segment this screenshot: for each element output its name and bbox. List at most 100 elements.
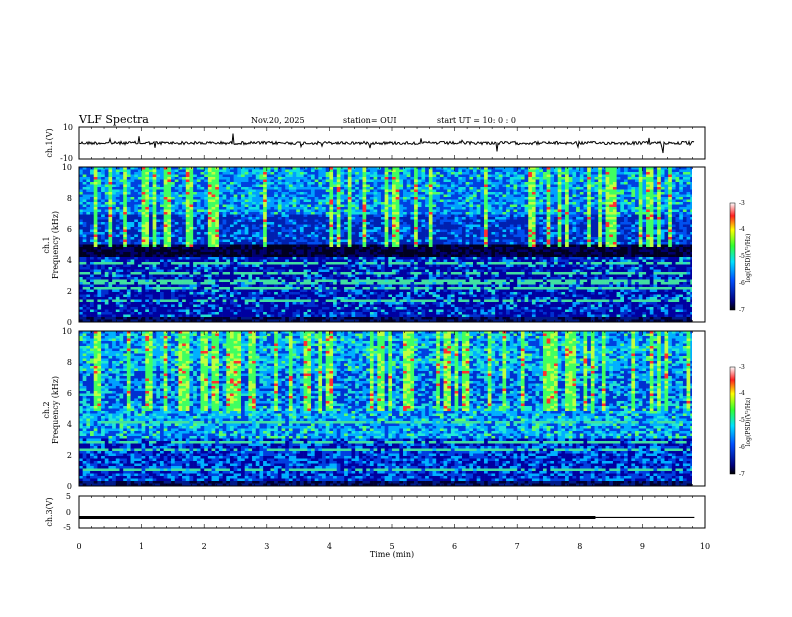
- spectrogram-cell: [554, 225, 558, 228]
- spectrogram-cell: [149, 197, 153, 200]
- spectrogram-cell: [134, 187, 138, 190]
- spectrogram-cell: [392, 237, 396, 240]
- spectrogram-cell: [333, 197, 337, 200]
- spectrogram-cell: [134, 195, 138, 198]
- spectrogram-cell: [587, 177, 591, 180]
- spectrogram-cell: [392, 187, 396, 190]
- spectrogram-cell: [193, 205, 197, 208]
- spectrogram-cell: [142, 200, 146, 203]
- spectrogram-cell: [322, 185, 326, 188]
- spectrogram-cell: [241, 220, 245, 223]
- spectrogram-cell: [160, 170, 164, 173]
- spectrogram-cell: [433, 192, 437, 195]
- spectrogram-cell: [86, 230, 90, 233]
- spectrogram-cell: [300, 222, 304, 225]
- spectrogram-cell: [256, 212, 260, 215]
- spectrogram-cell: [403, 192, 407, 195]
- spectrogram-cell: [204, 190, 208, 193]
- spectrogram-cell: [79, 197, 83, 200]
- spectrogram-cell: [458, 230, 462, 233]
- spectrogram-cell: [554, 232, 558, 235]
- spectrogram-cell: [458, 220, 462, 223]
- spectrogram-cell: [329, 200, 333, 203]
- spectrogram-cell: [569, 172, 573, 175]
- spectrogram-cell: [164, 212, 168, 215]
- spectrogram-cell: [664, 205, 668, 208]
- spectrogram-cell: [510, 230, 514, 233]
- spectrogram-cell: [293, 217, 297, 220]
- spectrogram-cell: [259, 217, 263, 220]
- spectrogram-cell: [366, 235, 370, 238]
- spectrogram-cell: [204, 225, 208, 228]
- spectrogram-cell: [337, 220, 341, 223]
- spectrogram-cell: [304, 182, 308, 185]
- spectrogram-cell: [558, 170, 562, 173]
- spectrogram-cell: [79, 192, 83, 195]
- spectrogram-cell: [381, 172, 385, 175]
- spectrogram-cell: [436, 177, 440, 180]
- spectrogram-cell: [86, 190, 90, 193]
- spectrogram-cell: [613, 180, 617, 183]
- spectrogram-cell: [598, 195, 602, 198]
- spectrogram-cell: [208, 230, 212, 233]
- spectrogram-cell: [396, 215, 400, 218]
- spectrogram-cell: [377, 222, 381, 225]
- spectrogram-cell: [212, 227, 216, 230]
- spectrogram-cell: [149, 237, 153, 240]
- spectrogram-cell: [425, 227, 429, 230]
- spectrogram-cell: [565, 200, 569, 203]
- spectrogram-cell: [370, 202, 374, 205]
- spectrogram-cell: [215, 170, 219, 173]
- spectrogram-cell: [145, 232, 149, 235]
- spectrogram-cell: [539, 225, 543, 228]
- spectrogram-cell: [646, 227, 650, 230]
- spectrogram-cell: [237, 227, 241, 230]
- spectrogram-cell: [399, 225, 403, 228]
- spectrogram-cell: [377, 205, 381, 208]
- spectrogram-cell: [554, 215, 558, 218]
- spectrogram-cell: [245, 220, 249, 223]
- spectrogram-cell: [676, 202, 680, 205]
- spectrogram-cell: [480, 207, 484, 210]
- spectrogram-cell: [355, 200, 359, 203]
- spectrogram-cell: [149, 227, 153, 230]
- spectrogram-cell: [631, 225, 635, 228]
- spectrogram-cell: [569, 192, 573, 195]
- spectrogram-cell: [208, 170, 212, 173]
- spectrogram-cell: [466, 197, 470, 200]
- spectrogram-cell: [550, 225, 554, 228]
- spectrogram-cell: [178, 192, 182, 195]
- spectrogram-cell: [127, 177, 131, 180]
- spectrogram-cell: [370, 230, 374, 233]
- spectrogram-cell: [340, 185, 344, 188]
- spectrogram-cell: [617, 177, 621, 180]
- spectrogram-cell: [171, 205, 175, 208]
- spectrogram-cell: [502, 235, 506, 238]
- spectrogram-cell: [256, 215, 260, 218]
- spectrogram-cell: [300, 192, 304, 195]
- spectrogram-cell: [407, 202, 411, 205]
- spectrogram-cell: [444, 187, 448, 190]
- spectrogram-cell: [267, 187, 271, 190]
- spectrogram-cell: [576, 180, 580, 183]
- spectrogram-cell: [532, 212, 536, 215]
- spectrogram-cell: [488, 180, 492, 183]
- spectrogram-cell: [123, 185, 127, 188]
- spectrogram-cell: [226, 220, 230, 223]
- spectrogram-cell: [178, 227, 182, 230]
- spectrogram-cell: [270, 175, 274, 178]
- spectrogram-cell: [116, 187, 120, 190]
- spectrogram-cell: [311, 182, 315, 185]
- spectrogram-cell: [664, 192, 668, 195]
- spectrogram-cell: [473, 207, 477, 210]
- spectrogram-cell: [602, 187, 606, 190]
- spectrogram-cell: [182, 170, 186, 173]
- spectrogram-cell: [359, 190, 363, 193]
- spectrogram-cell: [543, 222, 547, 225]
- spectrogram-cell: [363, 187, 367, 190]
- spectrogram-cell: [123, 192, 127, 195]
- spectrogram-cell: [676, 170, 680, 173]
- spectrogram-cell: [208, 232, 212, 235]
- spectrogram-cell: [469, 182, 473, 185]
- spectrogram-cell: [650, 202, 654, 205]
